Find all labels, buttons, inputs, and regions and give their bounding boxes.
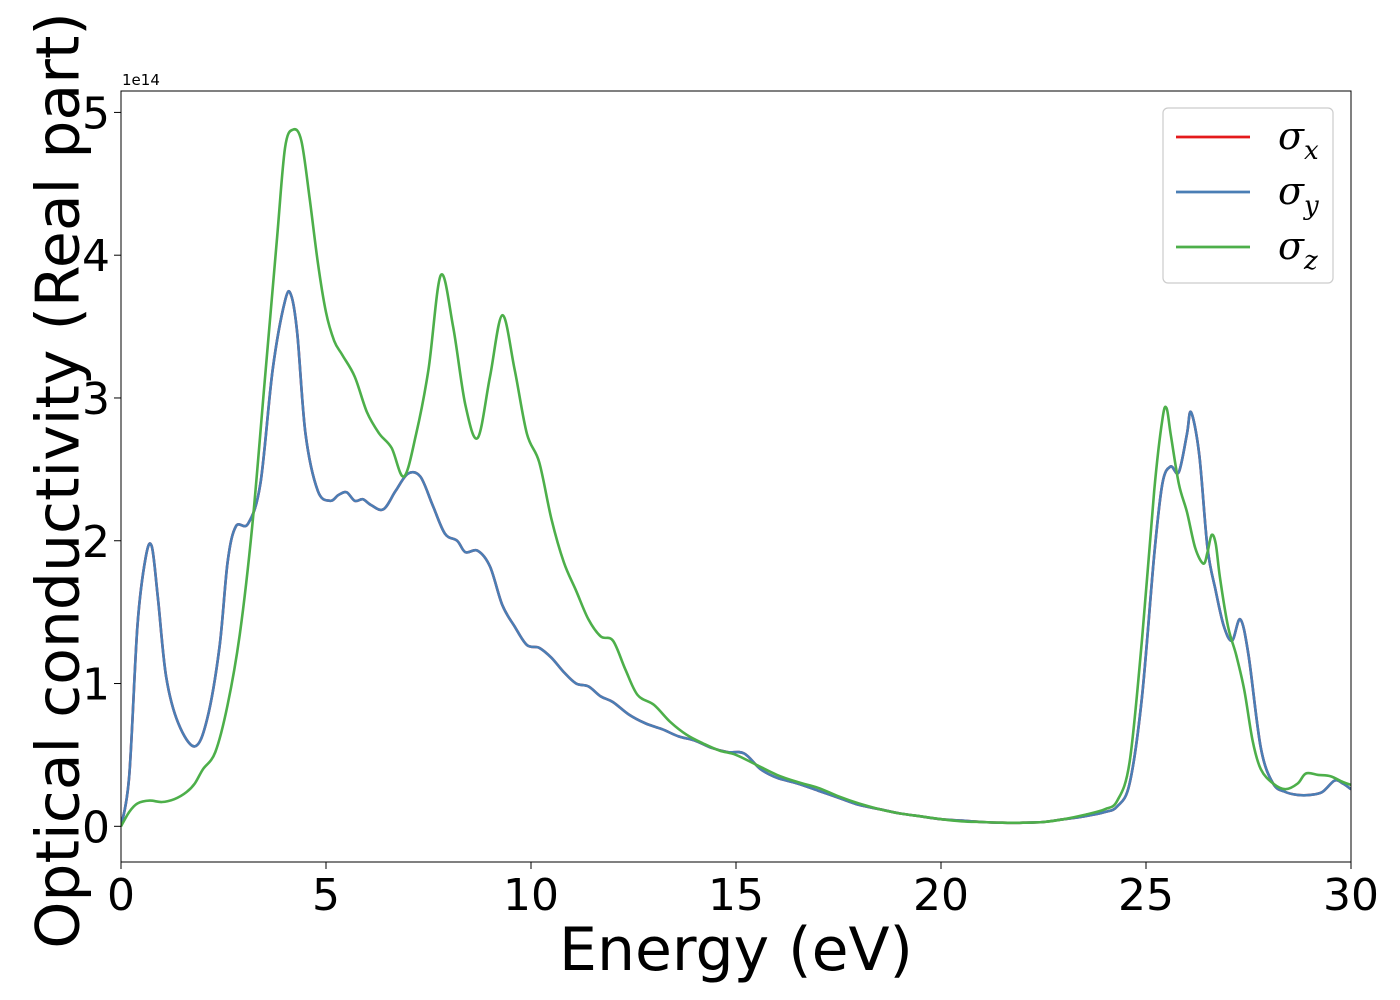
- legend-symbol: σ: [1278, 169, 1305, 213]
- legend-box: [1162, 107, 1334, 284]
- legend-label-z: σz: [1278, 224, 1318, 276]
- x-tick-label: 5: [312, 870, 340, 921]
- series-layer: [121, 127, 1351, 827]
- series-line-z: [121, 127, 1351, 827]
- x-tick-label: 20: [913, 870, 969, 921]
- y-tick-label: 0: [82, 802, 110, 853]
- y-axis-title: Optical conductivity (Real part): [24, 12, 94, 949]
- x-tick-label: 25: [1118, 870, 1174, 921]
- legend-symbol: σ: [1278, 224, 1305, 268]
- legend-subscript: z: [1303, 246, 1318, 276]
- x-axis-title: Energy (eV): [559, 915, 913, 985]
- legend-subscript: y: [1303, 191, 1319, 221]
- x-tick-label: 10: [503, 870, 559, 921]
- y-tick-label: 1: [82, 660, 110, 711]
- legend-subscript: x: [1304, 136, 1319, 166]
- legend-label-y: σy: [1278, 169, 1319, 221]
- x-tick-label: 15: [708, 870, 764, 921]
- x-axis-ticks: 0 5 10 15 20 25 30: [107, 862, 1379, 921]
- legend-symbol: σ: [1278, 114, 1305, 158]
- legend-label-x: σx: [1278, 114, 1319, 166]
- y-tick-label: 3: [82, 374, 110, 425]
- x-tick-label: 0: [107, 870, 135, 921]
- y-tick-label: 4: [82, 231, 110, 282]
- x-tick-label: 30: [1323, 870, 1379, 921]
- y-tick-label: 2: [82, 517, 110, 568]
- plot-area: [120, 90, 1352, 863]
- series-line-y: [121, 290, 1351, 827]
- y-axis-ticks: 0 1 2 3 4 5: [82, 88, 121, 853]
- y-tick-label: 5: [82, 88, 110, 139]
- y-axis-offset-label: 1e14: [122, 71, 160, 89]
